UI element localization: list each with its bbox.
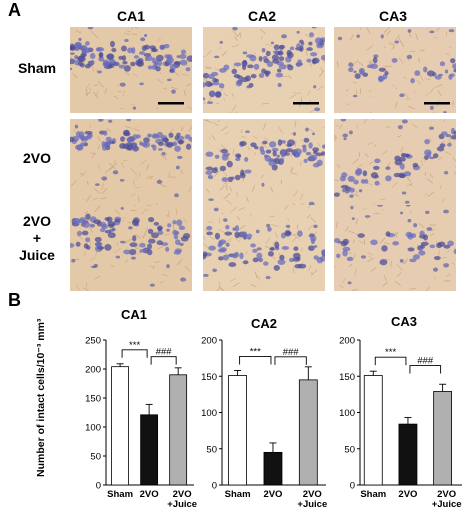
bar-ca1-2	[169, 374, 188, 486]
y-tick-label: 150	[201, 372, 217, 383]
significance-bracket	[409, 365, 442, 374]
micrograph-ca3-2vo	[334, 119, 456, 205]
significance-label: ###	[417, 356, 434, 367]
panel-letter-a: A	[8, 0, 21, 20]
significance-bracket	[150, 356, 177, 365]
y-tick-label: 0	[350, 481, 355, 492]
figure-caption-strip	[0, 508, 474, 525]
significance-bracket	[121, 349, 148, 358]
x-tick-label: 2VO	[398, 489, 417, 500]
chart-title-ca1: CA1	[120, 307, 147, 322]
micrograph-ca1-2vo	[70, 119, 192, 205]
bar-ca1-0	[111, 366, 129, 486]
bar-ca3-0	[363, 375, 383, 486]
row-label-2vo-juice: 2VO + Juice	[19, 213, 55, 263]
micrograph-ca3-sham	[334, 27, 456, 113]
micrograph-ca2-2vo	[203, 119, 325, 205]
x-tick-label: +Juice	[297, 499, 327, 510]
row-label-2vo: 2VO	[22, 150, 51, 166]
significance-label: ***	[385, 347, 396, 358]
x-tick-label: +Juice	[432, 499, 462, 510]
x-tick-label: 2VO	[303, 489, 322, 500]
y-tick-label: 100	[85, 423, 101, 434]
y-tick-label: 100	[339, 408, 355, 419]
column-title-ca1: CA1	[116, 8, 145, 24]
significance-label: ***	[250, 346, 261, 357]
significance-label: ***	[129, 340, 140, 351]
bar-ca3-1	[398, 423, 418, 486]
bar-ca2-0	[228, 375, 248, 486]
y-tick-label: 150	[339, 372, 355, 383]
x-tick-label: 2VO	[437, 489, 456, 500]
significance-bracket	[274, 356, 307, 365]
row-label-sham: Sham	[17, 60, 57, 76]
x-tick-label: 2VO	[140, 489, 159, 500]
significance-bracket	[239, 356, 272, 365]
y-tick-label: 50	[206, 444, 217, 455]
micrograph-ca2-2vo-juice	[203, 205, 325, 291]
y-tick-label: 200	[85, 365, 101, 376]
y-tick-label: 150	[85, 394, 101, 405]
x-tick-label: Sham	[360, 489, 386, 500]
x-tick-label: 2VO	[263, 489, 282, 500]
y-tick-label: 0	[212, 481, 217, 492]
column-title-ca3: CA3	[378, 8, 407, 24]
significance-label: ###	[283, 347, 300, 358]
micrograph-ca3-2vo-juice	[334, 205, 456, 291]
micrograph-ca1-2vo-juice	[70, 205, 192, 291]
x-tick-label: +Juice	[167, 499, 197, 510]
y-tick-label: 200	[201, 336, 217, 347]
column-title-ca2: CA2	[247, 8, 276, 24]
chart-title-ca2: CA2	[250, 316, 277, 331]
micrograph-ca2-sham	[203, 27, 325, 113]
y-tick-label: 0	[96, 481, 101, 492]
bar-ca3-2	[433, 391, 453, 486]
bar-ca2-2	[298, 379, 318, 486]
x-tick-label: Sham	[225, 489, 251, 500]
y-tick-label: 250	[85, 336, 101, 347]
y-tick-label: 50	[344, 444, 355, 455]
significance-bracket	[374, 356, 407, 366]
x-tick-label: 2VO	[173, 489, 192, 500]
y-tick-label: 50	[90, 452, 101, 463]
bar-ca2-1	[263, 451, 283, 486]
panel-letter-b: B	[8, 290, 21, 310]
x-tick-label: Sham	[107, 489, 133, 500]
y-tick-label: 200	[339, 336, 355, 347]
bar-ca1-1	[140, 414, 159, 486]
chart-title-ca3: CA3	[390, 314, 417, 329]
y-tick-label: 100	[201, 408, 217, 419]
significance-label: ###	[156, 347, 173, 358]
micrograph-ca1-sham	[70, 27, 192, 113]
